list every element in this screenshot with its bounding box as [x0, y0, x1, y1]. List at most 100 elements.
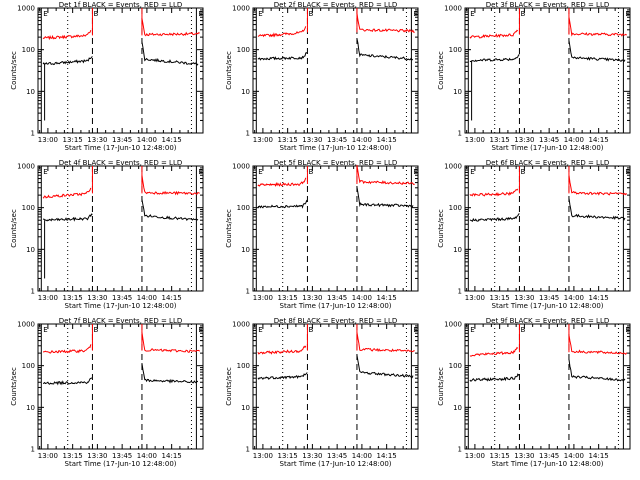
chart-title: Det 8f BLACK = Events, RED = LLD	[274, 317, 397, 325]
lld-series-line	[257, 345, 307, 355]
lld-series-line	[257, 177, 307, 187]
lld-series-line	[257, 26, 307, 38]
x-tick-label: 13:30	[514, 294, 534, 302]
events-series-line	[42, 377, 93, 386]
x-tick-label: 13:15	[490, 294, 510, 302]
x-tick-label: 14:15	[162, 294, 182, 302]
y-tick-label: 1	[31, 446, 35, 454]
y-tick-label: 10	[241, 88, 250, 96]
y-tick-label: 100	[237, 46, 250, 54]
events-series-line	[568, 40, 626, 62]
chart-panel: Det 1f BLACK = Events, RED = LLD 1 10 100 10…	[10, 1, 204, 152]
plot-frame	[252, 7, 419, 134]
y-tick-label: 1	[31, 288, 35, 296]
x-tick-label: 14:15	[162, 452, 182, 460]
lld-series-line	[356, 164, 415, 185]
y-tick-label: 1	[246, 288, 250, 296]
lld-series-line	[568, 17, 627, 37]
lld-series-line	[568, 335, 628, 355]
events-series-line	[469, 373, 520, 382]
event-marker-label: E	[43, 326, 47, 334]
event-marker-label: E	[258, 326, 262, 334]
x-tick-label: 14:15	[589, 294, 609, 302]
y-tick-label: 1000	[444, 321, 462, 329]
x-tick-label: 13:15	[490, 452, 510, 460]
x-axis-label: Start Time (17-Jun-10 12:48:00)	[492, 144, 604, 152]
chart-title: Det 2f BLACK = Events, RED = LLD	[274, 1, 397, 9]
event-marker-label: E	[413, 326, 417, 334]
chart-panel: Det 4f BLACK = Events, RED = LLD 1 10 100 10…	[10, 159, 204, 310]
events-series-line	[257, 372, 308, 380]
x-tick-label: 13:45	[539, 294, 559, 302]
event-marker-label: E	[258, 10, 262, 18]
y-axis-label: Counts/sec	[225, 367, 233, 406]
x-tick-label: 13:45	[112, 136, 132, 144]
chart-panel: Det 9f BLACK = Events, RED = LLD 1 10 100 10…	[437, 317, 631, 468]
y-axis-label: Counts/sec	[437, 51, 445, 90]
y-axis-label: Counts/sec	[437, 367, 445, 406]
events-series-line	[141, 199, 199, 221]
event-marker-label: E	[470, 10, 474, 18]
y-tick-label: 100	[22, 46, 35, 54]
x-axis-label: Start Time (17-Jun-10 12:48:00)	[492, 460, 604, 468]
events-series-line	[469, 54, 520, 63]
y-tick-label: 100	[22, 362, 35, 370]
y-tick-label: 100	[237, 362, 250, 370]
lld-series-line	[356, 331, 415, 353]
lld-series-line	[568, 175, 628, 196]
lld-series-line	[141, 331, 201, 353]
plot-frame	[37, 323, 204, 450]
chart-title: Det 6f BLACK = Events, RED = LLD	[486, 159, 609, 167]
event-marker-label: E	[625, 326, 629, 334]
chart-panel: Det 3f BLACK = Events, RED = LLD 1 10 100 10…	[437, 1, 631, 152]
chart-title: Det 5f BLACK = Events, RED = LLD	[274, 159, 397, 167]
x-tick-label: 13:15	[63, 294, 83, 302]
dashed-marker-label: B	[93, 326, 98, 334]
x-tick-label: 13:00	[38, 294, 58, 302]
chart-panel: Det 2f BLACK = Events, RED = LLD 1 10 100 10…	[225, 1, 419, 152]
chart-title: Det 9f BLACK = Events, RED = LLD	[486, 317, 609, 325]
y-tick-label: 10	[453, 404, 462, 412]
x-tick-label: 13:30	[514, 136, 534, 144]
x-tick-label: 13:00	[465, 294, 485, 302]
x-tick-label: 13:30	[87, 294, 107, 302]
x-tick-label: 14:00	[137, 136, 157, 144]
chart-title: Det 4f BLACK = Events, RED = LLD	[59, 159, 182, 167]
x-tick-label: 14:00	[564, 294, 584, 302]
x-axis-label: Start Time (17-Jun-10 12:48:00)	[280, 144, 392, 152]
dashed-marker-label: B	[520, 326, 525, 334]
events-series-line	[356, 354, 414, 379]
events-series-line	[141, 363, 198, 384]
y-axis-label: Counts/sec	[437, 209, 445, 248]
event-marker-label: E	[413, 10, 417, 18]
x-tick-label: 14:00	[137, 452, 157, 460]
plot-frame	[37, 7, 204, 134]
x-axis-label: Start Time (17-Jun-10 12:48:00)	[65, 302, 177, 310]
x-axis-label: Start Time (17-Jun-10 12:48:00)	[280, 302, 392, 310]
plot-frame	[464, 7, 631, 134]
events-series-line	[42, 213, 93, 222]
y-axis-label: Counts/sec	[225, 51, 233, 90]
chart-panel: Det 5f BLACK = Events, RED = LLD 1 10 100 10…	[225, 159, 419, 310]
y-tick-label: 1	[458, 446, 462, 454]
y-tick-label: 10	[26, 88, 35, 96]
x-tick-label: 14:15	[589, 452, 609, 460]
events-series-line	[42, 56, 93, 66]
event-marker-label: E	[198, 168, 202, 176]
lld-series-line	[42, 187, 92, 199]
dashed-marker-label: B	[308, 326, 313, 334]
x-tick-label: 14:00	[352, 294, 372, 302]
y-tick-label: 10	[241, 404, 250, 412]
lld-series-line	[469, 346, 519, 357]
x-tick-label: 13:15	[490, 136, 510, 144]
y-tick-label: 100	[237, 204, 250, 212]
lld-series-line	[42, 30, 92, 41]
x-axis-label: Start Time (17-Jun-10 12:48:00)	[65, 460, 177, 468]
y-tick-label: 1	[458, 130, 462, 138]
events-series-line	[469, 213, 520, 222]
x-tick-label: 13:30	[514, 452, 534, 460]
event-marker-label: E	[43, 10, 47, 18]
events-series-line	[356, 186, 414, 208]
y-tick-label: 1000	[444, 163, 462, 171]
